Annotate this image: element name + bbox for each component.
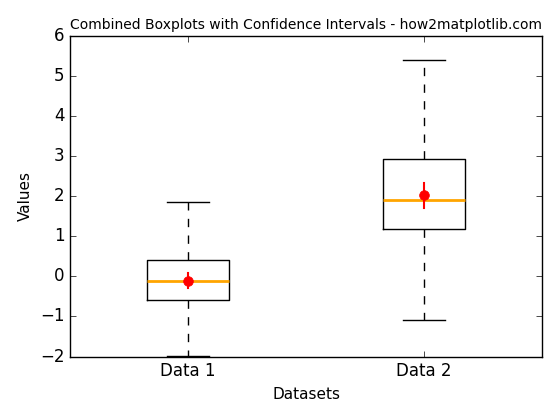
Y-axis label: Values: Values — [18, 171, 33, 221]
Title: Combined Boxplots with Confidence Intervals - how2matplotlib.com: Combined Boxplots with Confidence Interv… — [70, 18, 542, 32]
X-axis label: Datasets: Datasets — [272, 387, 340, 402]
